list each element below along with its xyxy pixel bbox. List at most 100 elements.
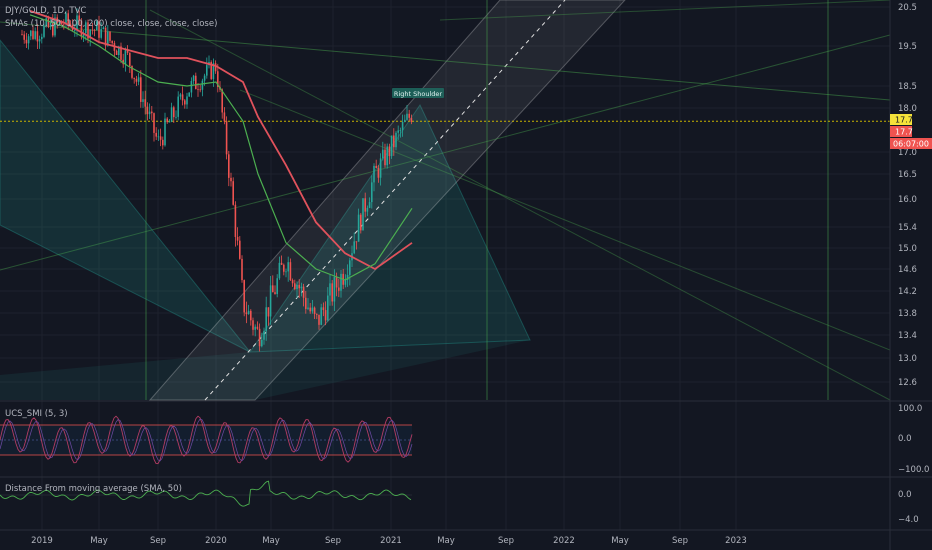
- candle-body: [170, 107, 173, 122]
- candle-body: [104, 27, 107, 46]
- candle: [74, 23, 76, 37]
- candle-body: [131, 65, 133, 78]
- candle: [247, 304, 250, 315]
- candle: [36, 23, 39, 50]
- candle-body: [111, 40, 113, 44]
- candle-body: [278, 262, 281, 279]
- candle-body: [340, 273, 342, 291]
- time-tick-11: Sep: [672, 536, 688, 546]
- candle: [157, 129, 160, 142]
- time-tick-4: May: [262, 536, 280, 546]
- candle-body: [168, 121, 171, 123]
- candle-body: [126, 50, 129, 53]
- candle-body: [87, 22, 89, 39]
- candle-body: [256, 326, 259, 329]
- candle-body: [146, 106, 149, 115]
- candle: [360, 212, 362, 234]
- candle: [135, 75, 138, 87]
- price-tick-14: 12.6: [898, 378, 917, 388]
- candle-body: [243, 280, 245, 313]
- sma-line-0: [29, 10, 413, 271]
- price-axis[interactable]: 20.5 19.5 18.5 18.0 17.0 16.5 16.0 15.4 15.0 14.6…: [898, 3, 917, 388]
- candle-body: [269, 285, 272, 317]
- candle: [364, 192, 366, 218]
- drawing-layer: [0, 0, 891, 401]
- candle-body: [316, 314, 318, 315]
- candle: [41, 33, 43, 44]
- candle-body: [366, 207, 369, 212]
- last-price-badge-2: 17.7: [890, 126, 913, 137]
- right-shoulder-annotation[interactable]: Right Shoulder: [392, 88, 444, 98]
- candle: [140, 70, 142, 108]
- candle-body: [228, 154, 230, 178]
- time-axis[interactable]: 2019 May Sep 2020 May Sep 2021 May Sep 2022 May Sep…: [31, 536, 747, 546]
- candle: [30, 30, 32, 41]
- candle-body: [82, 33, 85, 37]
- candle: [210, 60, 212, 81]
- candle: [148, 103, 151, 119]
- candle: [25, 32, 28, 48]
- candle-body: [221, 89, 223, 113]
- candle: [296, 281, 298, 299]
- candle: [274, 285, 276, 295]
- candle: [344, 274, 347, 288]
- candle: [170, 102, 173, 123]
- candle: [331, 280, 333, 306]
- candle-body: [129, 52, 131, 66]
- candle-body: [212, 63, 215, 80]
- price-tick-3: 18.0: [898, 104, 917, 114]
- candle-body: [32, 30, 34, 39]
- candle-body: [386, 146, 388, 166]
- candle-body: [186, 96, 188, 105]
- candle: [239, 236, 241, 260]
- candle: [362, 198, 364, 231]
- time-tick-12: 2023: [725, 536, 747, 546]
- candle: [107, 25, 109, 47]
- right-triangle-shape: [249, 103, 531, 353]
- candle: [102, 26, 105, 30]
- candle: [386, 143, 388, 169]
- trend-4: [239, 89, 891, 351]
- candle: [241, 255, 243, 283]
- candle-body: [397, 130, 399, 133]
- dist-title: Distance From moving average (SMA, 50): [5, 484, 182, 494]
- candle-body: [377, 167, 380, 178]
- candle: [27, 33, 30, 50]
- candle-body: [305, 297, 307, 309]
- candle-body: [166, 118, 168, 123]
- candle: [346, 264, 349, 287]
- candle: [406, 105, 408, 121]
- candle: [269, 276, 272, 325]
- candle-body: [401, 121, 404, 131]
- candle-body: [98, 21, 100, 38]
- price-tick-1: 19.5: [898, 42, 917, 52]
- price-tick-4: 17.0: [898, 148, 917, 158]
- price-tick-2: 18.5: [898, 82, 917, 92]
- price-tick-8: 15.0: [898, 244, 917, 254]
- sma-line-1: [29, 14, 413, 281]
- candle: [142, 91, 144, 108]
- candle-body: [107, 31, 109, 46]
- candle: [82, 30, 85, 43]
- candle-body: [254, 326, 256, 330]
- candle: [357, 208, 360, 242]
- candle: [201, 78, 204, 97]
- candle-body: [137, 77, 140, 82]
- candle: [393, 128, 395, 156]
- candle: [67, 9, 69, 31]
- left-triangle-shape: [0, 39, 251, 353]
- candle-body: [80, 20, 83, 37]
- candle-body: [162, 139, 164, 146]
- candle-body: [157, 136, 160, 138]
- price-tick-11: 13.8: [898, 309, 917, 319]
- candle-body: [335, 276, 338, 288]
- price-tick-13: 13.0: [898, 354, 917, 364]
- candle: [309, 302, 311, 314]
- candle-body: [272, 285, 274, 293]
- candle: [302, 283, 305, 307]
- candle: [289, 258, 292, 282]
- candle: [38, 35, 41, 49]
- smi-title: UCS_SMI (5, 3): [5, 409, 68, 419]
- candle-body: [188, 92, 190, 97]
